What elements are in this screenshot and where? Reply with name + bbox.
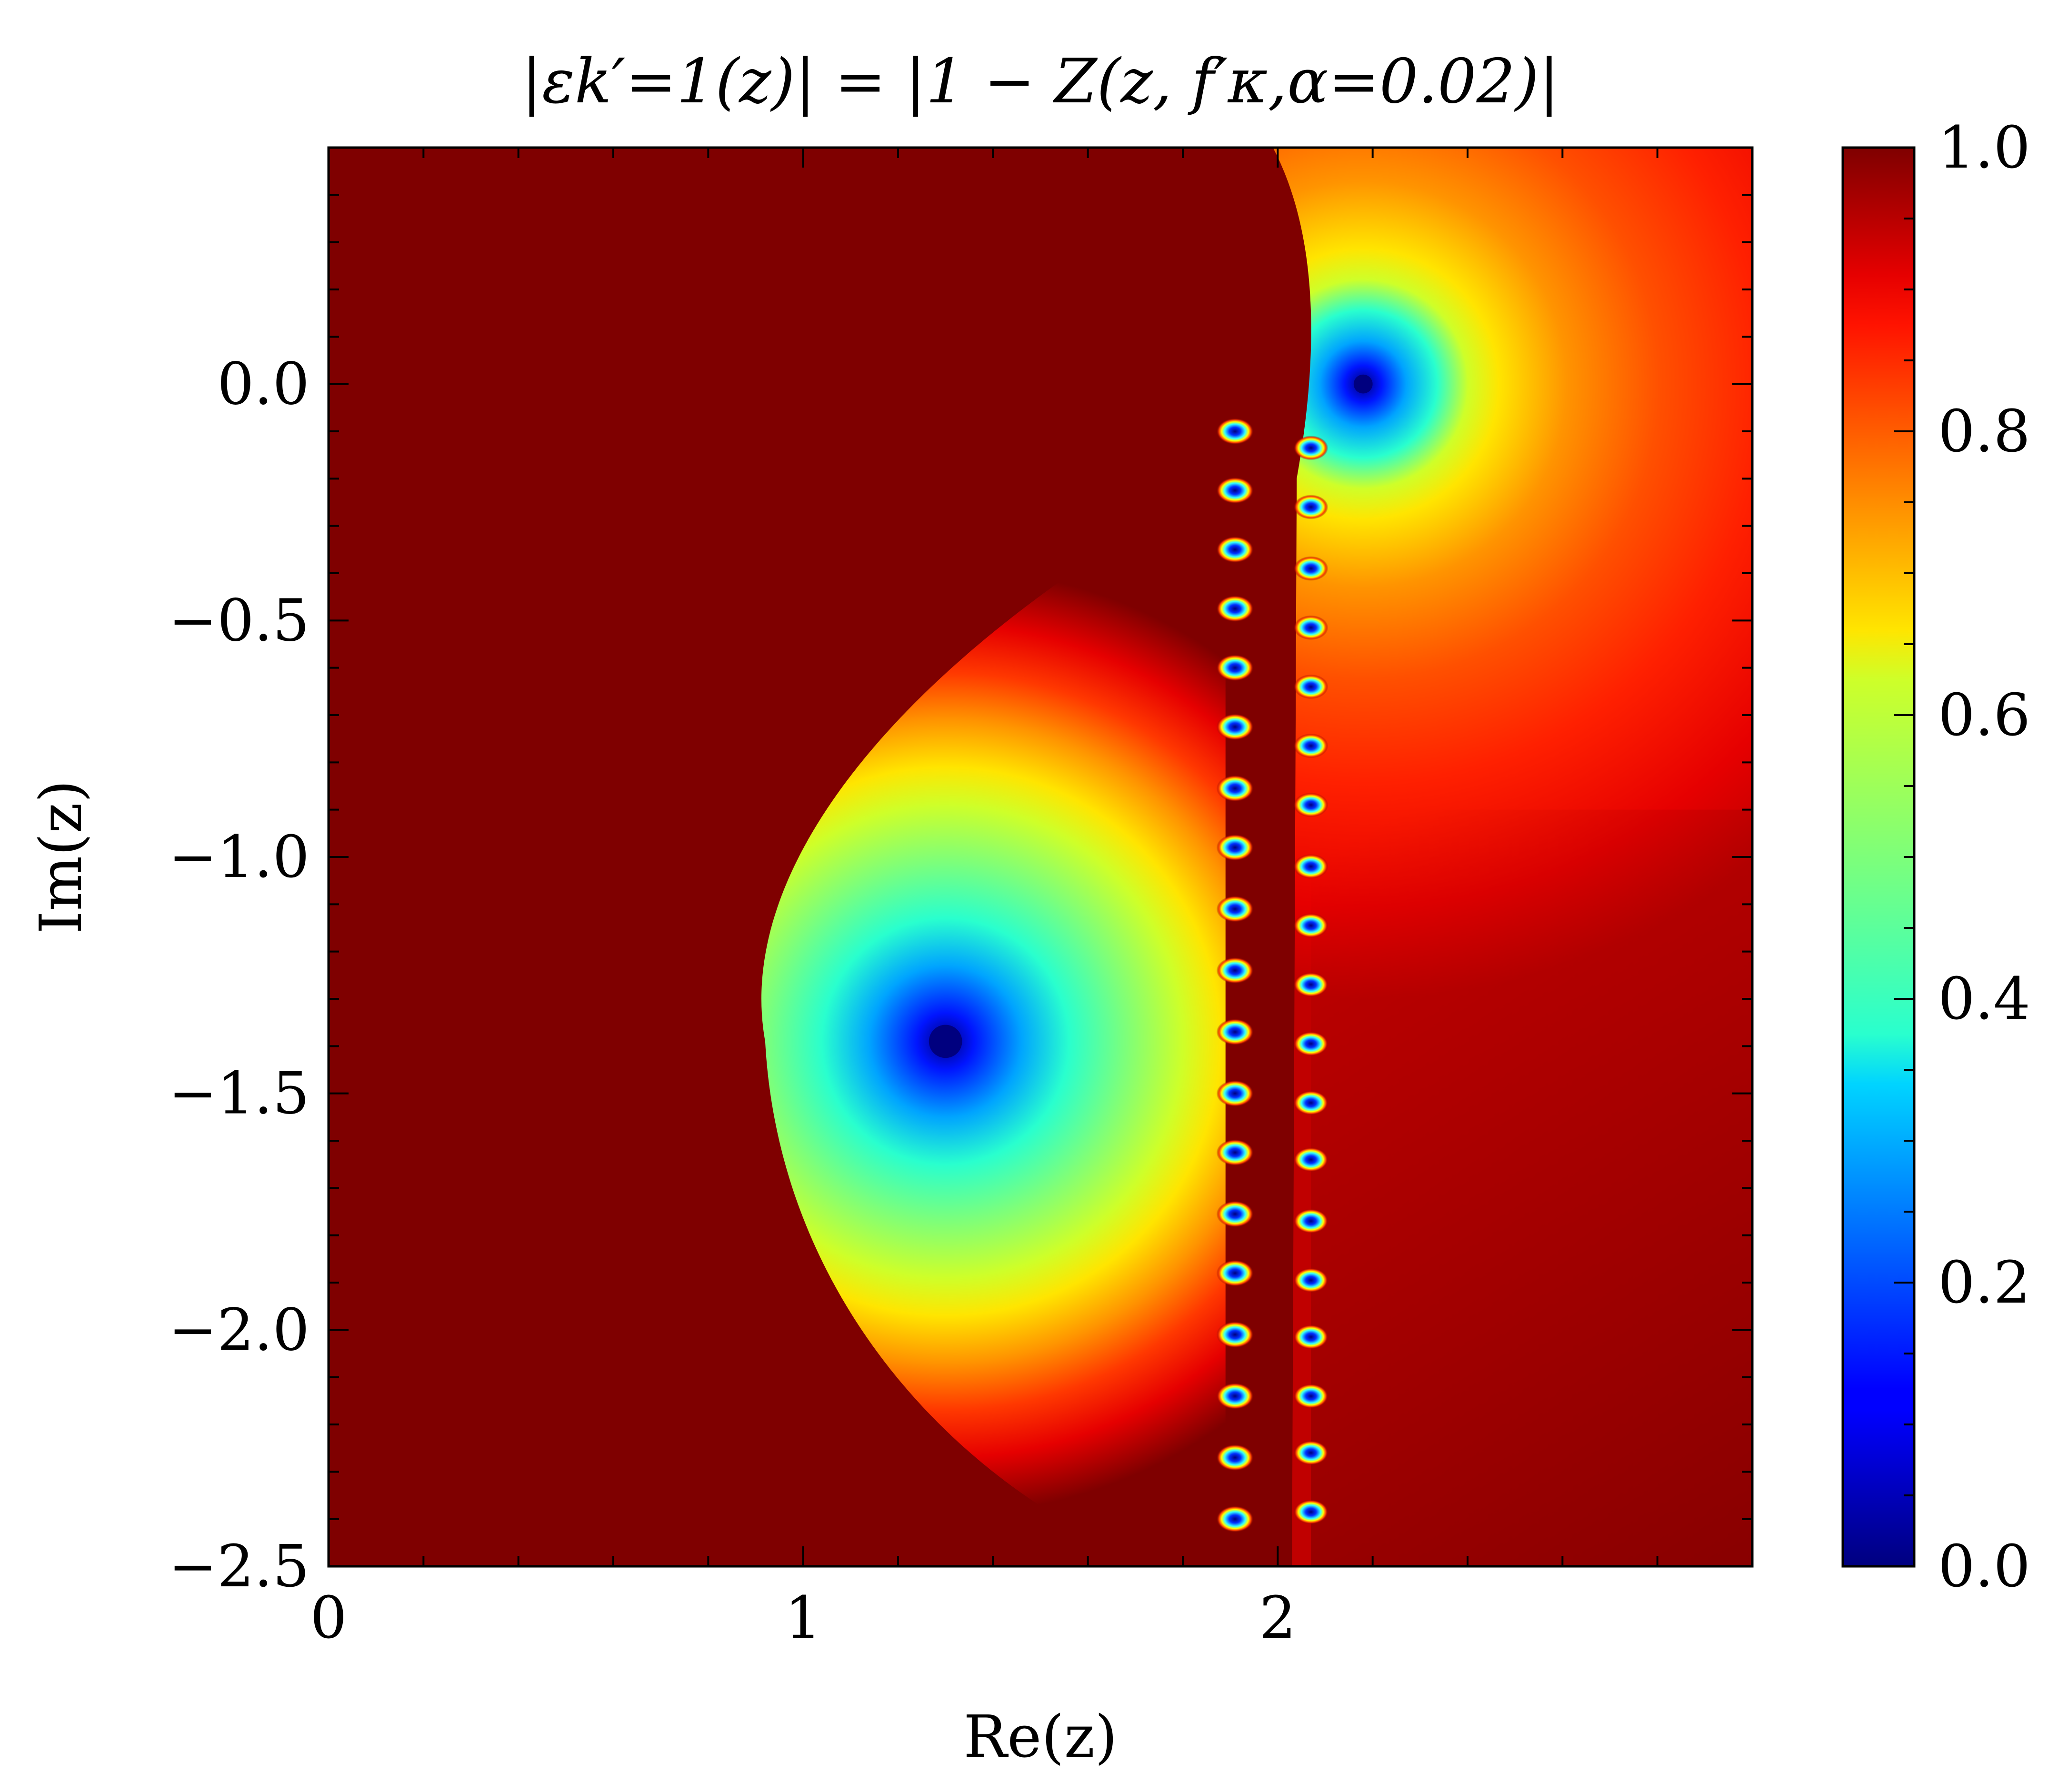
- heatmap-region-left: [761, 478, 1226, 1566]
- zero-right: [1293, 435, 1329, 460]
- colorbar-tick-label: 1.0: [1938, 114, 2030, 181]
- heatmap-shading-right: [1311, 809, 1752, 1566]
- y-tick-label: −2.0: [169, 1296, 310, 1364]
- zero-right: [1293, 1031, 1329, 1056]
- x-tick-label: 2: [1259, 1584, 1297, 1652]
- y-axis-label: Im(z): [27, 780, 95, 934]
- minimum-point: [1353, 374, 1373, 394]
- zero-left: [1216, 477, 1254, 504]
- zero-left: [1216, 1080, 1254, 1107]
- zero-left: [1216, 1139, 1254, 1166]
- y-tick-label: −1.5: [169, 1060, 310, 1127]
- x-axis: 0 1 2: [310, 148, 1753, 1652]
- zero-right: [1293, 854, 1329, 879]
- colorbar-ticks: 0.0 0.2 0.4 0.6 0.8 1.0: [1894, 114, 2030, 1600]
- colorbar: [1841, 146, 1916, 1568]
- zero-left: [1216, 595, 1254, 622]
- zero-right: [1293, 1090, 1329, 1115]
- y-tick-label: −2.5: [169, 1533, 310, 1600]
- chart-title: |εk′=1(z)| = |1 − Z(z, f′κ,α=0.02)|: [521, 46, 1559, 117]
- zero-right: [1293, 556, 1329, 581]
- y-tick-label: −0.5: [169, 587, 310, 654]
- zero-left: [1216, 1383, 1254, 1410]
- x-tick-label: 0: [310, 1584, 347, 1652]
- colorbar-tick-label: 0.6: [1938, 681, 2030, 749]
- zero-right: [1293, 792, 1329, 817]
- zero-left: [1216, 1260, 1254, 1286]
- zero-left: [1216, 536, 1254, 563]
- zero-right: [1293, 1499, 1329, 1524]
- zero-right: [1293, 1324, 1329, 1350]
- zero-right: [1293, 1440, 1329, 1465]
- zero-left: [1216, 1444, 1254, 1471]
- zero-right: [1293, 615, 1329, 640]
- zero-left: [1216, 418, 1254, 445]
- zero-left: [1216, 714, 1254, 740]
- colorbar-tick-label: 0.8: [1938, 398, 2030, 465]
- zero-left: [1216, 896, 1254, 923]
- zero-right: [1293, 1209, 1329, 1234]
- y-axis: 0.0 −0.5 −1.0 −1.5 −2.0 −2.5: [169, 147, 1752, 1600]
- y-tick-label: 0.0: [217, 350, 310, 418]
- title-text: |εk′=1(z)| = |1 − Z(z, f′κ,α=0.02)|: [521, 46, 1559, 117]
- colorbar-tick-label: 0.4: [1938, 965, 2030, 1033]
- zero-right: [1293, 1147, 1329, 1172]
- x-tick-label: 1: [785, 1584, 822, 1652]
- zero-left: [1216, 957, 1254, 984]
- zero-left: [1216, 775, 1254, 802]
- y-tick-label: −1.0: [169, 823, 310, 891]
- zero-left: [1216, 654, 1254, 681]
- zero-left: [1216, 1201, 1254, 1227]
- zero-left: [1216, 834, 1254, 861]
- zero-right: [1293, 733, 1329, 758]
- zero-right: [1293, 674, 1329, 699]
- zero-left: [1216, 1505, 1254, 1533]
- zero-right: [1293, 1384, 1329, 1409]
- plot-area: [329, 148, 1752, 1566]
- zero-right: [1293, 495, 1329, 519]
- zero-left: [1216, 1018, 1254, 1045]
- zero-right: [1293, 972, 1329, 997]
- colorbar-tick-label: 0.2: [1938, 1249, 2030, 1316]
- zero-right: [1293, 913, 1329, 938]
- zero-right: [1293, 1268, 1329, 1293]
- x-axis-label: Re(z): [963, 1703, 1118, 1771]
- zero-left: [1216, 1321, 1254, 1348]
- colorbar-tick-label: 0.0: [1938, 1533, 2030, 1600]
- minimum-point: [929, 1025, 962, 1058]
